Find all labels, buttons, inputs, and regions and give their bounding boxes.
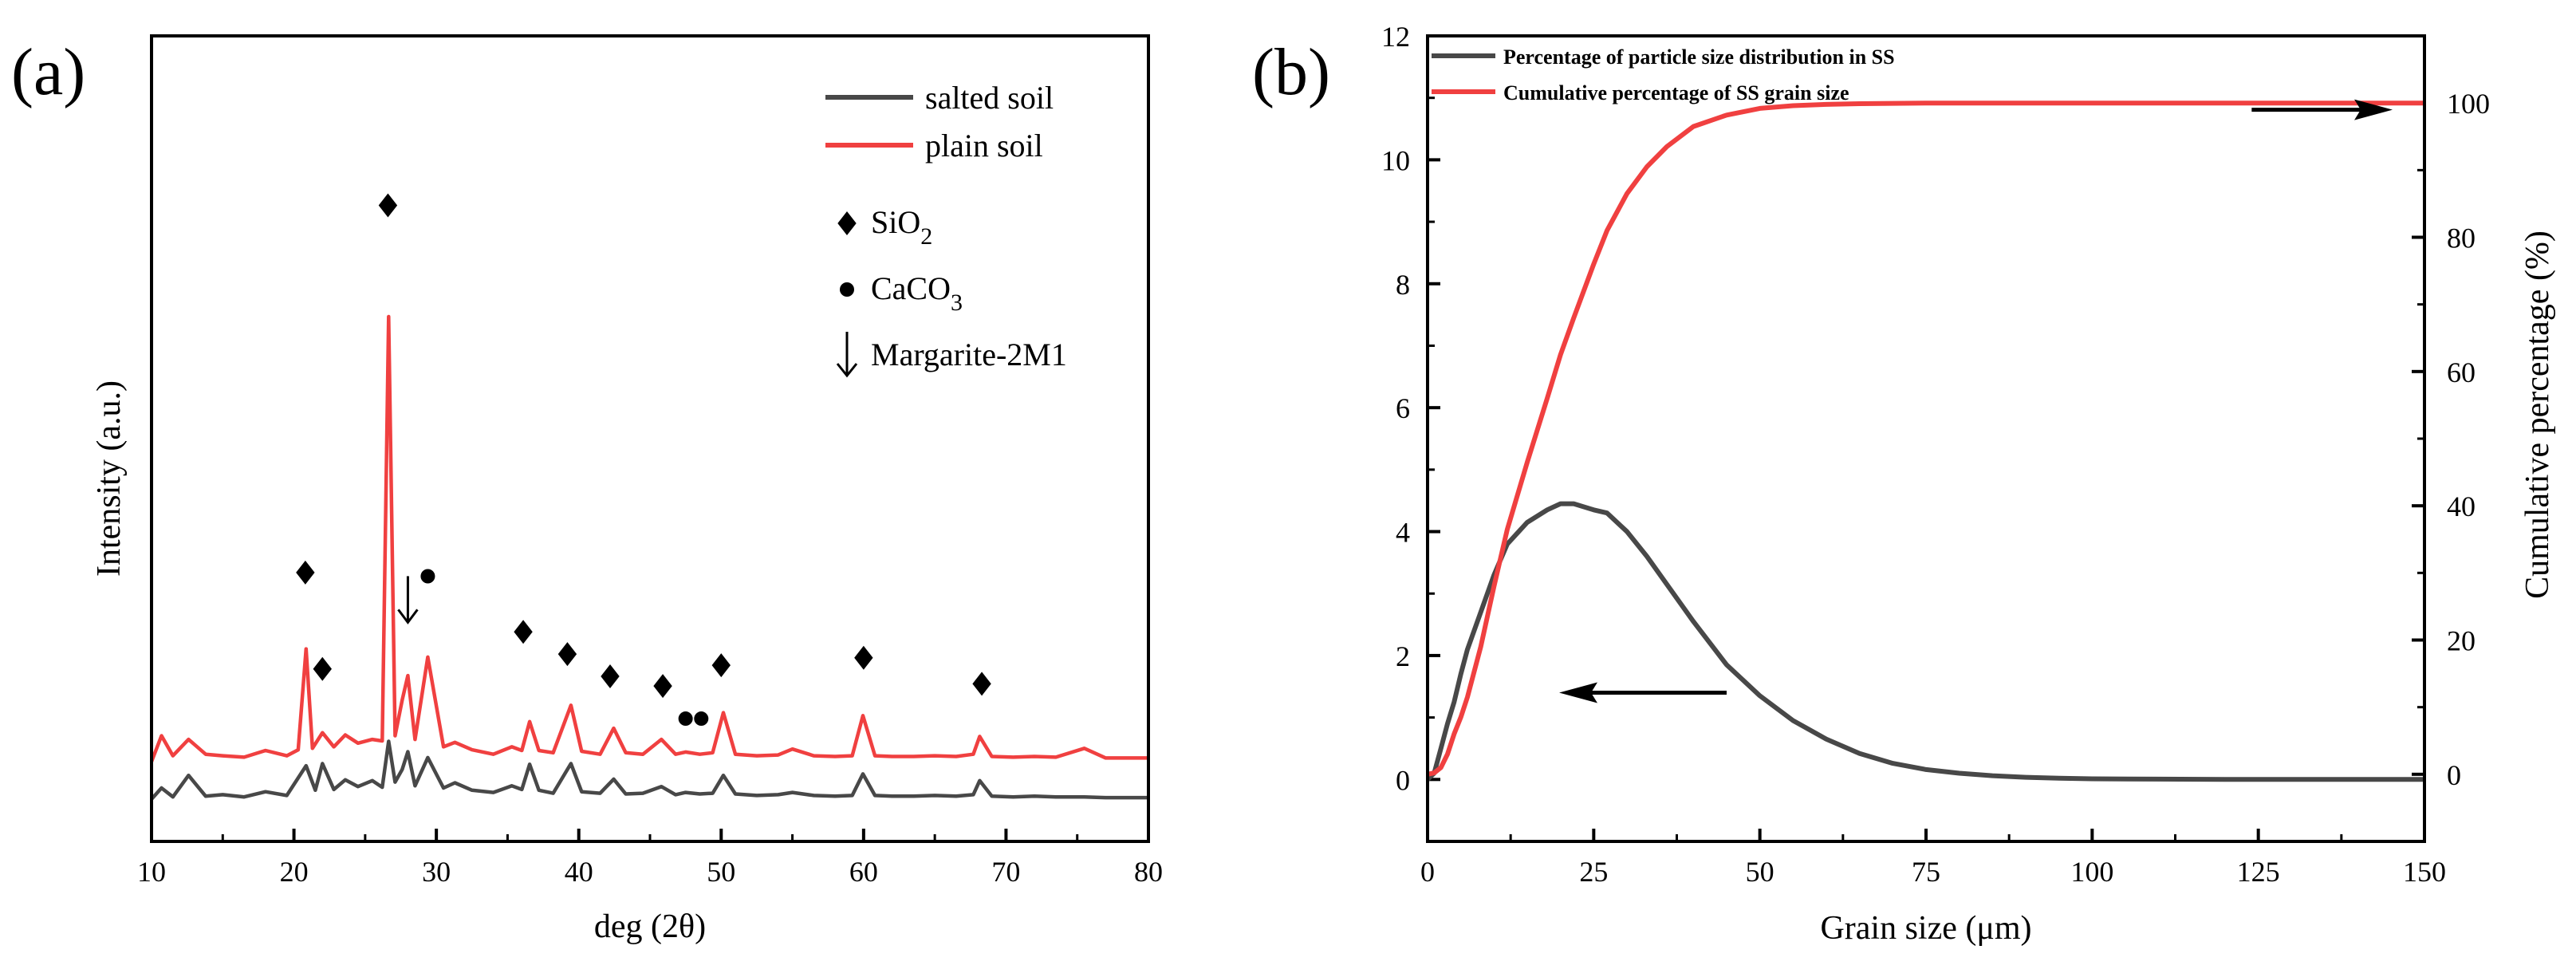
- legend: salted soil plain soil: [825, 80, 1054, 163]
- series-line: [1427, 100, 2424, 777]
- y2-tick-label: 100: [2447, 88, 2490, 120]
- x-tick-label: 50: [1746, 856, 1774, 888]
- x-tick-label: 80: [1134, 856, 1163, 888]
- y-tick-label: 8: [1396, 269, 1410, 301]
- panel-b-label: (b): [1252, 35, 1330, 109]
- x-tick-label: 10: [137, 856, 166, 888]
- y-tick-label: 0: [1396, 764, 1410, 796]
- phase-legend-subscript: 3: [951, 290, 963, 316]
- axis-ticks: 0 25 50 75 100 125 150 0 2 4 6 8 10 12 0 20 40 60 80 100: [1381, 21, 2490, 888]
- series-line-salted-soil: [150, 739, 1148, 801]
- legend-label: Percentage of particle size distribution…: [1503, 45, 1895, 69]
- grain-size-chart: 0 25 50 75 100 125 150 0 2 4 6 8 10 12 0 20 40 60 80 100 Gr…: [1381, 21, 2556, 947]
- x-tick-label: 60: [849, 856, 878, 888]
- x-tick-label: 0: [1420, 856, 1435, 888]
- legend-label: Cumulative percentage of SS grain size: [1503, 81, 1849, 104]
- phase-legend-sio2-icon: [837, 211, 857, 235]
- x-tick-label: 75: [1912, 856, 1940, 888]
- xrd-chart: 10 20 30 40 50 60 70 80 deg (2θ) Intensity (a.u…: [91, 34, 1163, 945]
- sio2-marker: [972, 672, 991, 696]
- x-tick-label: 20: [280, 856, 309, 888]
- sio2-marker: [601, 664, 620, 689]
- plot-frame: [150, 34, 1150, 843]
- x-tick-label: 70: [991, 856, 1020, 888]
- x-tick-label: 100: [2070, 856, 2113, 888]
- y-tick-label: 10: [1381, 144, 1410, 176]
- series-line-plain-soil: [149, 314, 1148, 762]
- plot-frame: [1426, 34, 2426, 843]
- sio2-marker: [514, 620, 533, 644]
- sio2-marker: [854, 645, 873, 670]
- y2-tick-label: 60: [2447, 357, 2476, 388]
- grain-series: [1425, 100, 2424, 782]
- y2-tick-label: 40: [2447, 490, 2476, 522]
- panel-a-label: (a): [11, 35, 85, 109]
- sio2-marker: [378, 193, 398, 218]
- x-tick-label: 25: [1579, 856, 1608, 888]
- x-axis-title: deg (2θ): [594, 908, 706, 945]
- sio2-marker: [711, 653, 731, 678]
- x-axis-ticks: 10 20 30 40 50 60 70 80: [137, 829, 1163, 888]
- x-tick-label: 50: [707, 856, 735, 888]
- y2-tick-label: 20: [2447, 625, 2476, 657]
- x-tick-label: 150: [2403, 856, 2446, 888]
- y2-tick-label: 80: [2447, 223, 2476, 254]
- axis-arrows: [1559, 99, 2393, 703]
- y-axis-title: Intensity (a.u.): [91, 380, 128, 577]
- caco3-marker: [678, 711, 693, 727]
- sio2-marker: [557, 642, 577, 667]
- x-tick-label: 125: [2237, 856, 2280, 888]
- y-tick-label: 12: [1381, 21, 1410, 53]
- legend: Percentage of particle size distribution…: [1432, 45, 1895, 104]
- series-line: [1425, 501, 2424, 782]
- caco3-marker: [694, 711, 709, 727]
- x-tick-label: 40: [565, 856, 593, 888]
- legend-label: plain soil: [925, 128, 1043, 163]
- xrd-series: [149, 314, 1148, 801]
- phase-legend-label: SiO2: [871, 204, 932, 250]
- y2-axis-title: Cumulative percentage (%): [2519, 230, 2556, 599]
- y-tick-label: 6: [1396, 392, 1410, 424]
- x-tick-label: 30: [422, 856, 451, 888]
- y-tick-label: 4: [1396, 517, 1410, 549]
- sio2-marker: [296, 560, 315, 585]
- y2-tick-label: 0: [2447, 759, 2461, 791]
- legend-label: salted soil: [925, 80, 1054, 116]
- phase-legend-subscript: 2: [920, 223, 932, 250]
- phase-legend-caco3-icon: [840, 282, 854, 297]
- caco3-marker: [420, 569, 435, 584]
- x-axis-title: Grain size (μm): [1820, 910, 2031, 947]
- phase-legend-arrow-head: [836, 363, 858, 378]
- phase-legend-label: Margarite-2M1: [871, 337, 1067, 372]
- sio2-marker: [313, 656, 332, 681]
- peak-markers: [296, 193, 991, 727]
- phase-legend: SiO2 CaCO3 Margarite-2M1: [836, 204, 1067, 378]
- axis-arrow-head: [1559, 682, 1597, 703]
- axis-arrow-head: [2354, 99, 2393, 120]
- sio2-marker: [653, 674, 672, 699]
- phase-legend-label: CaCO3: [871, 270, 963, 316]
- y-tick-label: 2: [1396, 640, 1410, 672]
- margarite-marker-head: [397, 609, 419, 624]
